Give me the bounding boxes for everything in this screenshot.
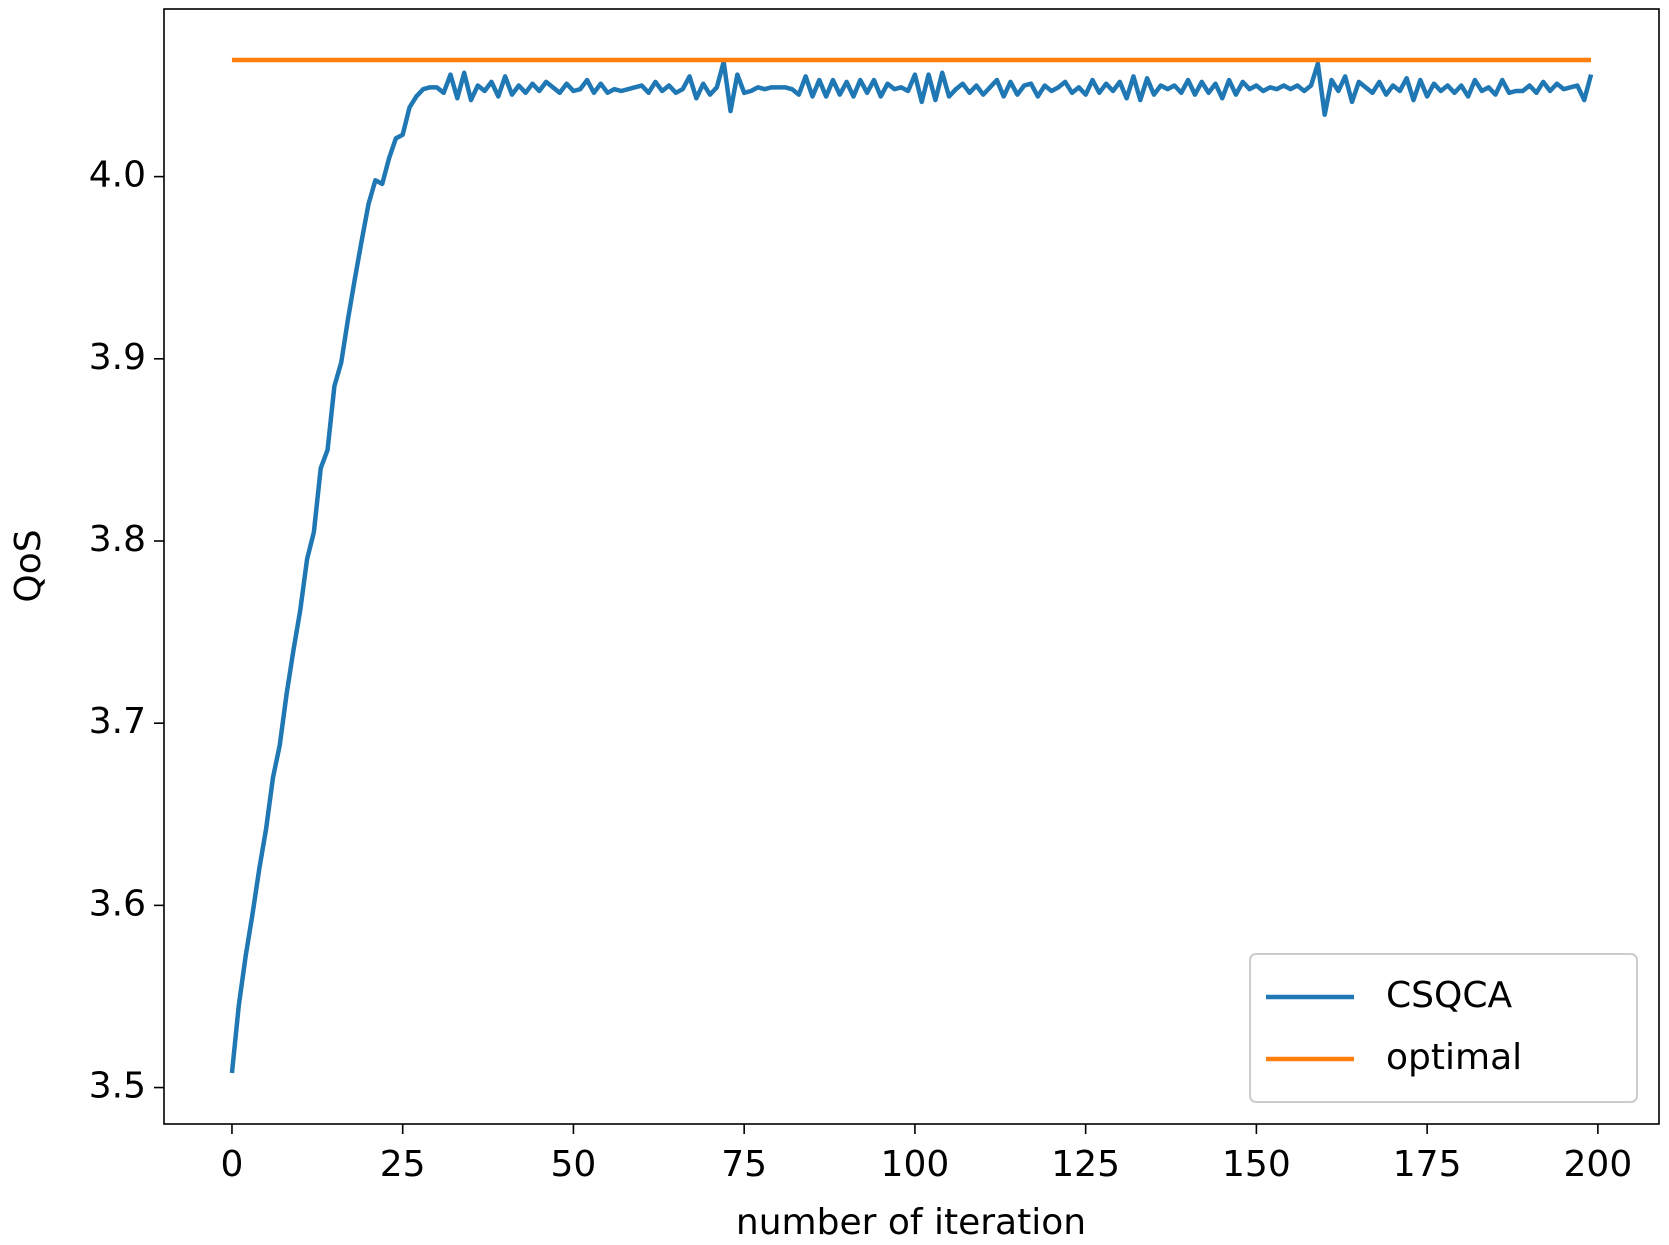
legend-label: optimal: [1386, 1037, 1522, 1078]
x-tick-label: 150: [1222, 1144, 1291, 1185]
plot-frame: [163, 8, 1660, 1125]
legend-box: [1249, 953, 1638, 1103]
y-tick-label: 3.7: [89, 701, 146, 742]
series-line: [229, 59, 1594, 1074]
x-tick-label: 100: [881, 1144, 950, 1185]
x-tick-label: 25: [380, 1144, 426, 1185]
y-tick-label: 3.5: [89, 1066, 146, 1107]
x-axis-label: number of iteration: [736, 1202, 1086, 1243]
x-tick-label: 50: [551, 1144, 597, 1185]
y-tick-label: 3.6: [89, 883, 146, 924]
x-tick-label: 0: [221, 1144, 244, 1185]
y-tick-label: 3.8: [89, 519, 146, 560]
x-tick-label: 200: [1564, 1144, 1633, 1185]
y-tick-label: 3.9: [89, 337, 146, 378]
y-tick-label: 4.0: [89, 155, 146, 196]
x-tick-label: 125: [1051, 1144, 1120, 1185]
legend-label: CSQCA: [1386, 975, 1512, 1016]
legend: CSQCA optimal: [1249, 953, 1638, 1103]
y-axis-label: QoS: [8, 529, 49, 602]
x-tick-label: 175: [1393, 1144, 1462, 1185]
x-tick-label: 75: [721, 1144, 767, 1185]
